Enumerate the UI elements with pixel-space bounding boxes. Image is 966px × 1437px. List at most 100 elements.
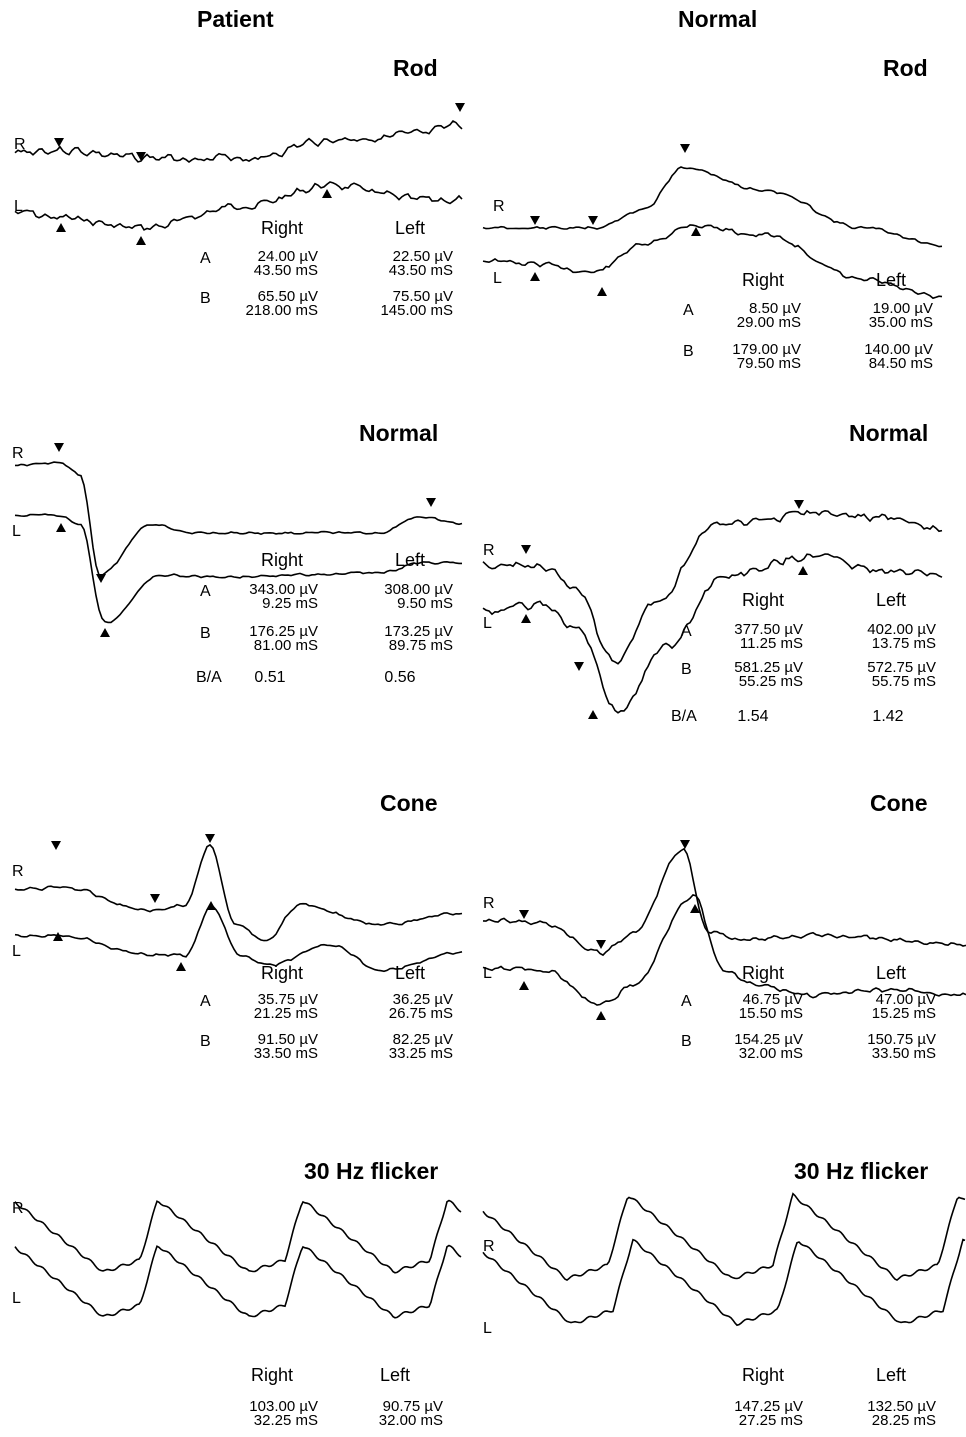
right-b-amplitude: 65.50 µV <box>257 288 318 305</box>
row-label-b: B <box>681 661 692 678</box>
right-b-amplitude: 176.25 µV <box>249 623 318 640</box>
peak-marker-up-icon <box>519 981 529 990</box>
row-label-b: B <box>200 290 211 307</box>
right-eye-label: R <box>483 542 495 559</box>
right-a-time: 9.25 mS <box>262 595 318 612</box>
left-flicker-amplitude: 90.75 µV <box>382 1398 443 1415</box>
right-a-amplitude: 46.75 µV <box>742 991 803 1008</box>
right-column-header: Right <box>260 550 304 570</box>
left-b-amplitude: 75.50 µV <box>392 288 453 305</box>
right-column-header: Right <box>741 590 785 610</box>
left-eye-label: L <box>483 965 492 982</box>
peak-marker-up-icon <box>176 962 186 971</box>
peak-marker-up-icon <box>206 901 216 910</box>
trace-plot <box>14 1199 462 1319</box>
right-a-time: 15.50 mS <box>738 1005 803 1022</box>
panel-title: Rod <box>883 55 928 81</box>
row-label-a: A <box>200 250 211 267</box>
left-column-header: Left <box>875 1365 907 1385</box>
right-column-header: Right <box>741 963 785 983</box>
peak-marker-up-icon <box>53 932 63 941</box>
left-a-time: 43.50 mS <box>388 262 453 279</box>
peak-marker-down-icon <box>574 662 584 671</box>
left-column-header: Left <box>394 218 426 238</box>
right-eye-label: R <box>483 1238 495 1255</box>
left-eye-label: L <box>483 615 492 632</box>
trace-plot <box>14 443 463 637</box>
right-eye-trace <box>482 1192 966 1282</box>
left-a-amplitude: 402.00 µV <box>867 621 936 638</box>
right-b-time: 79.50 mS <box>736 355 801 372</box>
peak-marker-down-icon <box>596 940 606 949</box>
left-eye-label: L <box>14 198 23 215</box>
peak-marker-down-icon <box>794 500 804 509</box>
peak-marker-up-icon <box>690 904 700 913</box>
left-column-header: Left <box>875 590 907 610</box>
trace-plot <box>14 834 463 973</box>
left-eye-label: L <box>12 1290 21 1307</box>
trace-plot <box>482 1192 966 1327</box>
right-column-header: Right <box>250 1365 294 1385</box>
left-a-amplitude: 22.50 µV <box>392 248 453 265</box>
left-a-time: 13.75 mS <box>871 635 936 652</box>
right-eye-trace <box>482 166 943 248</box>
panel-normal-cone: Cone R L Right Left A 46.75 µV 15.50 mS 47.00 µV… <box>482 775 966 1095</box>
right-a-amplitude: 8.50 µV <box>748 300 801 317</box>
right-eye-trace <box>15 461 463 577</box>
left-eye-trace <box>14 1244 462 1319</box>
row-label-ratio: B/A <box>196 669 222 686</box>
peak-marker-down-icon <box>521 545 531 554</box>
right-a-time: 29.00 mS <box>736 314 801 331</box>
right-b-amplitude: 179.00 µV <box>732 341 801 358</box>
panel-patient-rod: Rod R L Right Left A 24.00 µV 43.50 mS 22.50 µV 4… <box>0 40 483 370</box>
right-b-time: 55.25 mS <box>738 673 803 690</box>
left-ratio-value: 1.42 <box>872 708 904 725</box>
left-a-time: 35.00 mS <box>868 314 933 331</box>
right-eye-label: R <box>12 863 24 880</box>
peak-marker-down-icon <box>54 138 64 147</box>
left-a-amplitude: 47.00 µV <box>875 991 936 1008</box>
right-ratio-value: 0.51 <box>254 669 286 686</box>
right-b-amplitude: 154.25 µV <box>734 1031 803 1048</box>
left-b-amplitude: 82.25 µV <box>392 1031 453 1048</box>
peak-marker-up-icon <box>530 272 540 281</box>
right-eye-label: R <box>12 445 24 462</box>
panel-normal-30-hz-flicker: 30 Hz flicker R L Right Left 147.25 µV 27.25 m… <box>482 1150 966 1437</box>
right-b-time: 81.00 mS <box>253 637 318 654</box>
peak-marker-down-icon <box>680 840 690 849</box>
right-a-time: 21.25 mS <box>253 1005 318 1022</box>
right-eye-trace <box>482 509 943 665</box>
peak-marker-down-icon <box>51 841 61 850</box>
row-label-b: B <box>681 1033 692 1050</box>
right-eye-label: R <box>12 1200 24 1217</box>
peak-marker-up-icon <box>56 523 66 532</box>
peak-marker-up-icon <box>691 227 701 236</box>
right-ratio-value: 1.54 <box>737 708 769 725</box>
peak-marker-down-icon <box>455 103 465 112</box>
right-eye-label: R <box>14 136 26 153</box>
right-flicker-time: 32.25 mS <box>253 1412 318 1429</box>
peak-marker-up-icon <box>596 1011 606 1020</box>
right-eye-trace <box>482 847 966 957</box>
panel-normal-rod: Rod R L Right Left A 8.50 µV 29.00 mS 19.00 µV 35… <box>482 40 966 372</box>
right-flicker-time: 27.25 mS <box>738 1412 803 1429</box>
right-column-header: Right <box>741 1365 785 1385</box>
panel-patient-cone: Cone R L Right Left A 35.75 µV 21.25 mS 36.25 µV… <box>0 775 483 1095</box>
left-a-amplitude: 308.00 µV <box>384 581 453 598</box>
normal-column-title: Normal <box>678 6 758 32</box>
right-b-time: 218.00 mS <box>245 302 318 319</box>
peak-marker-up-icon <box>521 614 531 623</box>
right-b-amplitude: 91.50 µV <box>257 1031 318 1048</box>
left-a-time: 9.50 mS <box>397 595 453 612</box>
left-eye-trace <box>14 513 462 624</box>
left-b-time: 55.75 mS <box>871 673 936 690</box>
right-a-time: 43.50 mS <box>253 262 318 279</box>
peak-marker-up-icon <box>100 628 110 637</box>
left-b-amplitude: 140.00 µV <box>864 341 933 358</box>
right-a-amplitude: 35.75 µV <box>257 991 318 1008</box>
right-eye-trace <box>14 843 463 942</box>
right-eye-label: R <box>483 895 495 912</box>
right-a-amplitude: 377.50 µV <box>734 621 803 638</box>
left-flicker-time: 32.00 mS <box>378 1412 443 1429</box>
panel-title: Normal <box>849 420 929 446</box>
